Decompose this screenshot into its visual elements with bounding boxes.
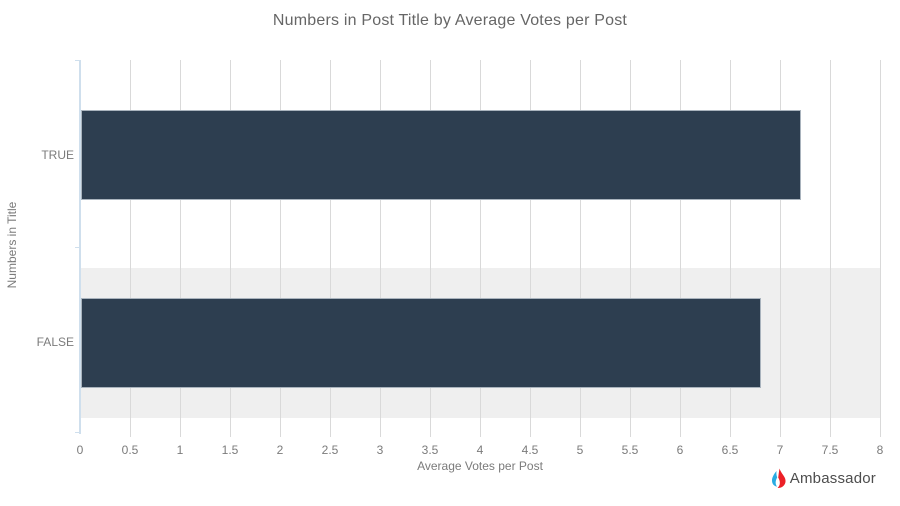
gridline xyxy=(529,60,531,437)
flame-left xyxy=(771,471,777,487)
category-label-false: FALSE xyxy=(36,335,74,349)
x-tick-label: 6 xyxy=(676,443,684,457)
y-category-labels: TRUE FALSE xyxy=(0,60,74,432)
gridline xyxy=(379,60,381,437)
gridline xyxy=(429,60,431,437)
flame-right xyxy=(777,468,786,488)
gridline xyxy=(179,60,181,437)
gridline xyxy=(829,60,831,437)
x-tick-label: 7 xyxy=(776,443,784,457)
y-axis-line xyxy=(79,60,81,434)
x-tick-label: 1 xyxy=(176,443,184,457)
x-tick-label: 8 xyxy=(876,443,884,457)
ambassador-flame-icon xyxy=(771,468,786,488)
x-tick-label: 3.5 xyxy=(421,443,439,457)
gridline xyxy=(129,60,131,437)
plot-area xyxy=(75,60,881,437)
x-tick-label: 5 xyxy=(576,443,584,457)
y-axis-tick xyxy=(75,247,80,248)
x-tick-label: 4 xyxy=(476,443,484,457)
x-tick-label: 0 xyxy=(76,443,84,457)
x-tick-label: 6.5 xyxy=(721,443,739,457)
y-axis-tick xyxy=(75,432,80,433)
category-label-true: TRUE xyxy=(41,148,74,162)
gridline xyxy=(229,60,231,437)
gridline xyxy=(779,60,781,437)
gridline xyxy=(579,60,581,437)
x-tick-label: 0.5 xyxy=(121,443,139,457)
x-axis-title: Average Votes per Post xyxy=(417,459,543,473)
x-tick-label: 2.5 xyxy=(321,443,339,457)
x-tick-label: 1.5 xyxy=(221,443,239,457)
gridline xyxy=(629,60,631,437)
x-tick-label: 4.5 xyxy=(521,443,539,457)
gridline xyxy=(479,60,481,437)
y-axis-tick xyxy=(75,60,80,61)
x-tick-label: 2 xyxy=(276,443,284,457)
bar-true xyxy=(81,110,801,200)
gridline xyxy=(729,60,731,437)
brand-name: Ambassador xyxy=(789,470,876,487)
x-tick-label: 3 xyxy=(376,443,384,457)
chart-title: Numbers in Post Title by Average Votes p… xyxy=(272,12,628,29)
brand-logo: Ambassador xyxy=(770,468,876,489)
bar-false xyxy=(81,298,761,388)
x-tick-label: 5.5 xyxy=(621,443,639,457)
gridline xyxy=(879,60,881,437)
gridline xyxy=(679,60,681,437)
x-tick-labels: 0 0.5 1 1.5 2 2.5 3 3.5 4 4.5 5 5.5 6 6.5 7 7.5 8 xyxy=(76,443,884,459)
x-tick-label: 7.5 xyxy=(821,443,839,457)
gridline xyxy=(279,60,281,437)
gridline xyxy=(329,60,331,437)
